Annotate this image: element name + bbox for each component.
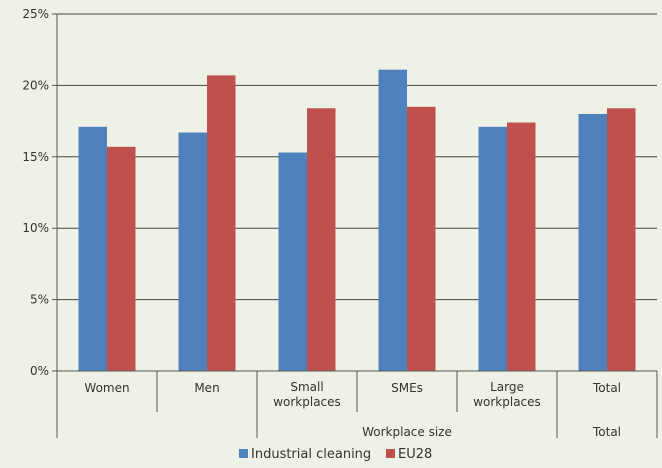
bar-eu28 — [407, 106, 436, 371]
y-tick-label: 25% — [22, 7, 49, 21]
y-tick-label: 15% — [22, 150, 49, 164]
legend-label: Industrial cleaning — [251, 447, 371, 462]
y-tick-label: 0% — [30, 364, 49, 378]
bar-eu28 — [107, 146, 136, 371]
x-axis — [56, 370, 658, 438]
y-tick-label: 20% — [22, 78, 49, 92]
bar-industrial-cleaning — [478, 126, 507, 371]
bar-industrial-cleaning — [78, 126, 107, 371]
x-category-label: Large workplaces — [473, 380, 541, 409]
x-group-label: Workplace size — [362, 425, 452, 439]
bar-eu28 — [307, 108, 336, 372]
y-tick-label: 10% — [22, 221, 49, 235]
bar-eu28 — [607, 108, 636, 372]
bar-eu28 — [507, 122, 536, 371]
x-category-label: Women — [84, 381, 129, 395]
x-category-label: Small workplaces — [273, 380, 341, 409]
x-group-label: Total — [592, 425, 621, 439]
legend-label: EU28 — [398, 447, 432, 462]
bar-industrial-cleaning — [278, 152, 307, 371]
legend-swatch — [239, 449, 248, 458]
x-category-label: Men — [194, 381, 219, 395]
bars — [78, 69, 636, 372]
bar-industrial-cleaning — [378, 69, 407, 371]
bar-industrial-cleaning — [178, 132, 207, 371]
bar-eu28 — [207, 75, 236, 372]
y-axis-ticks: 0% 5% 10% 15% 20% 25% — [22, 7, 49, 378]
category-labels: Women Men Small workplaces SMEs Large workplac… — [84, 380, 621, 439]
gridlines — [52, 13, 657, 372]
x-category-label: SMEs — [391, 381, 423, 395]
bar-industrial-cleaning — [578, 113, 607, 372]
legend-swatch — [386, 449, 395, 458]
x-category-label: Total — [592, 381, 621, 395]
y-tick-label: 5% — [30, 293, 49, 307]
legend: Industrial cleaning EU28 — [239, 447, 432, 462]
